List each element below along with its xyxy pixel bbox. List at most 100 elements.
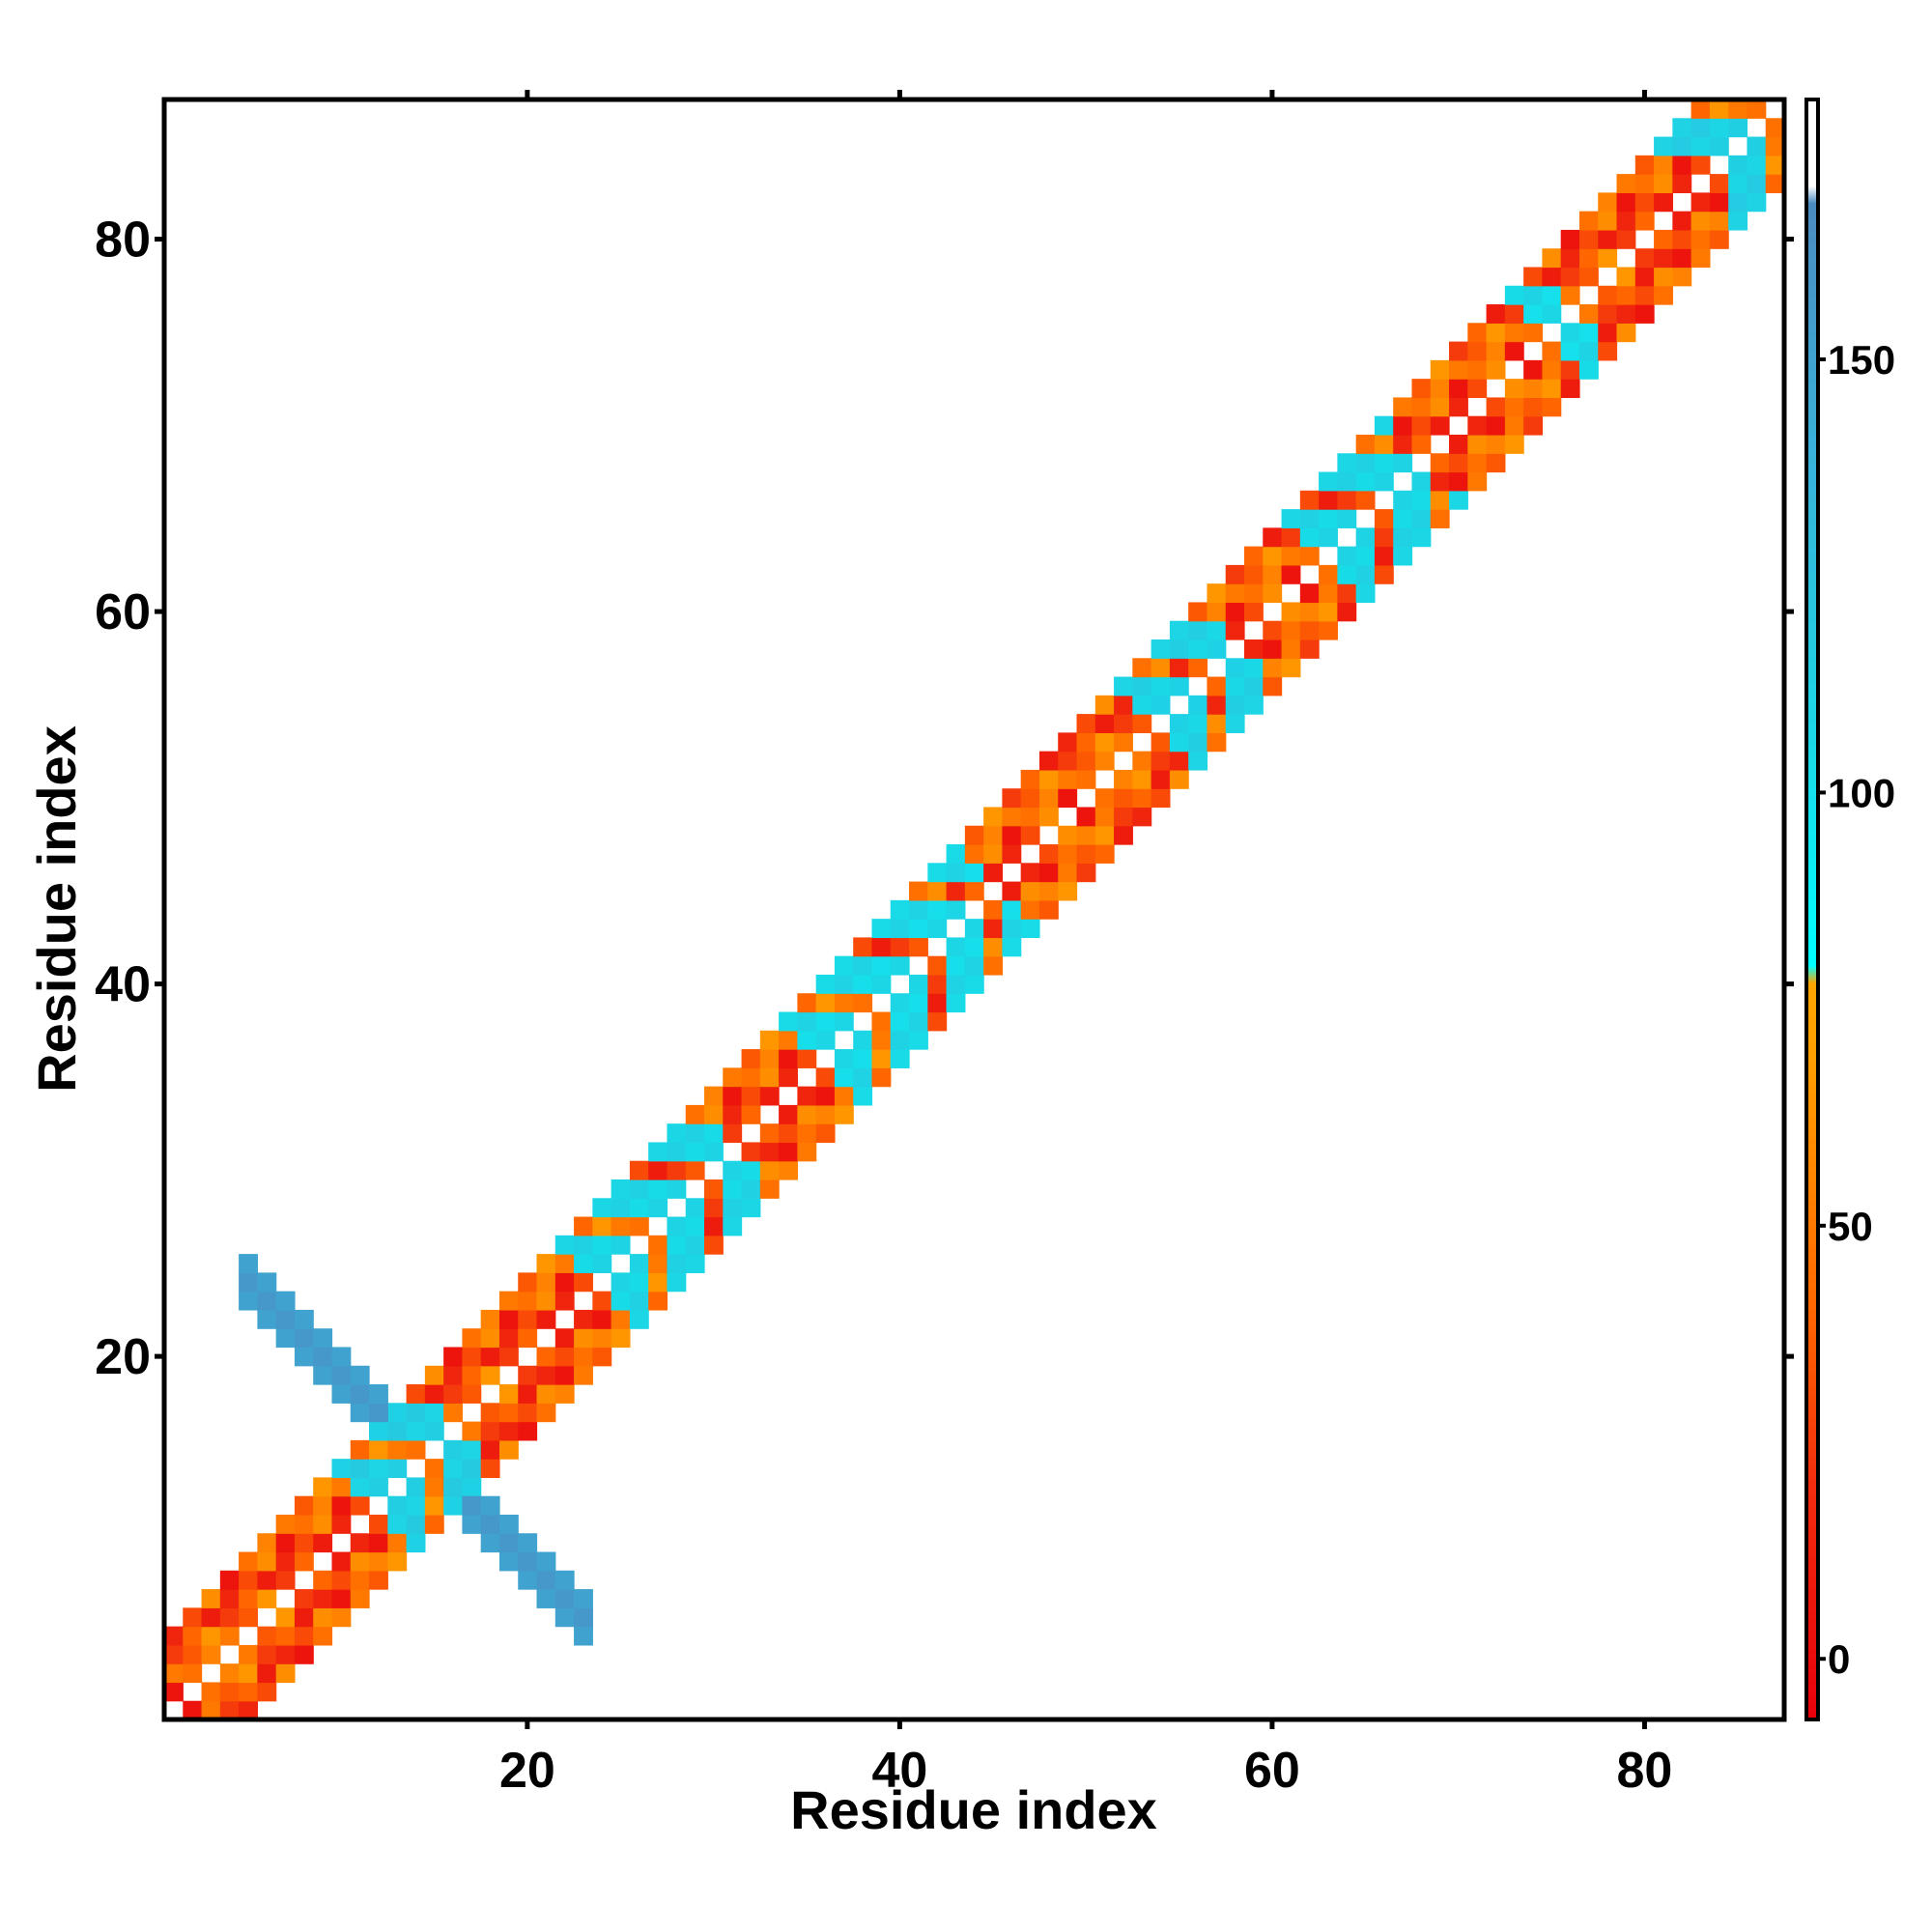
heatmap-cell bbox=[331, 1347, 352, 1367]
heatmap-cell bbox=[983, 899, 1004, 920]
heatmap-cell bbox=[1467, 471, 1488, 492]
heatmap-cell bbox=[909, 974, 928, 994]
heatmap-cell bbox=[1690, 155, 1711, 175]
heatmap-cell bbox=[1523, 379, 1544, 399]
heatmap-cell bbox=[779, 1142, 798, 1162]
y-axis: 20 40 60 80 bbox=[95, 213, 1794, 1385]
heatmap-cell bbox=[853, 955, 873, 976]
y-tick-label: 80 bbox=[95, 213, 151, 269]
heatmap-cell bbox=[1094, 732, 1115, 753]
heatmap-cell bbox=[1672, 155, 1692, 175]
heatmap-cell bbox=[1654, 192, 1673, 213]
heatmap-cell bbox=[983, 919, 1004, 939]
heatmap-cell bbox=[759, 1123, 780, 1144]
heatmap-cell bbox=[294, 1328, 314, 1349]
heatmap-cell bbox=[1132, 751, 1152, 771]
heatmap-cell bbox=[834, 1104, 854, 1124]
heatmap-cell bbox=[443, 1365, 464, 1385]
heatmap-cell bbox=[275, 1533, 296, 1553]
y-axis-title: Residue index bbox=[26, 725, 87, 1093]
heatmap-cell bbox=[1449, 490, 1468, 510]
heatmap-cell bbox=[1634, 248, 1655, 269]
heatmap-cell bbox=[1747, 155, 1767, 175]
heatmap-cell bbox=[1542, 267, 1562, 287]
heatmap-cell bbox=[1504, 415, 1524, 436]
heatmap-cell bbox=[239, 1644, 258, 1664]
heatmap-cell bbox=[424, 1384, 444, 1404]
heatmap-cell bbox=[498, 1403, 519, 1423]
heatmap-cell bbox=[1598, 304, 1618, 324]
heatmap-cell bbox=[1374, 527, 1394, 548]
heatmap-cell bbox=[1169, 676, 1189, 696]
heatmap-cell bbox=[685, 1104, 705, 1124]
heatmap-cell bbox=[1393, 490, 1413, 510]
heatmap-cell bbox=[1616, 267, 1636, 287]
plot-frame bbox=[161, 97, 1787, 1722]
heatmap-cell bbox=[1486, 397, 1506, 417]
heatmap-cell bbox=[164, 1663, 184, 1684]
heatmap-cell bbox=[574, 1328, 593, 1349]
heatmap-cell bbox=[629, 1272, 649, 1293]
heatmap-cell bbox=[201, 1644, 221, 1664]
heatmap-cell bbox=[313, 1347, 333, 1367]
heatmap-cell bbox=[424, 1495, 444, 1516]
heatmap-cell bbox=[1094, 751, 1115, 771]
heatmap-cell bbox=[536, 1291, 556, 1311]
heatmap-cell bbox=[1616, 229, 1636, 249]
heatmap-cell bbox=[909, 1011, 928, 1032]
heatmap-cell bbox=[313, 1570, 333, 1590]
heatmap-cell bbox=[759, 1179, 780, 1199]
heatmap-cell bbox=[1709, 211, 1729, 231]
heatmap-cell bbox=[1504, 285, 1524, 305]
heatmap-cell bbox=[964, 919, 984, 939]
heatmap-cell bbox=[406, 1403, 426, 1423]
heatmap-cell bbox=[313, 1514, 333, 1534]
heatmap-cell bbox=[350, 1477, 370, 1497]
heatmap-cell bbox=[1523, 415, 1544, 436]
heatmap-cell bbox=[574, 1589, 593, 1608]
heatmap-cell bbox=[257, 1682, 277, 1702]
heatmap-cell bbox=[275, 1309, 296, 1329]
heatmap-cell bbox=[1672, 229, 1692, 249]
heatmap-cell bbox=[1114, 825, 1133, 845]
heatmap-cell bbox=[239, 1254, 258, 1273]
heatmap-cell bbox=[536, 1403, 556, 1423]
heatmap-cell bbox=[927, 899, 948, 920]
heatmap-cell bbox=[964, 955, 984, 976]
heatmap-cell bbox=[1299, 583, 1320, 604]
heatmap-cell bbox=[1411, 434, 1432, 454]
heatmap-cell bbox=[1225, 695, 1245, 715]
heatmap-cell bbox=[1355, 434, 1376, 454]
heatmap-cell bbox=[219, 1663, 240, 1684]
heatmap-cell bbox=[1020, 825, 1040, 845]
heatmap-cell bbox=[536, 1589, 556, 1608]
heatmap-cell bbox=[1542, 359, 1562, 380]
heatmap-cell bbox=[518, 1291, 538, 1311]
heatmap-cell bbox=[1634, 304, 1655, 324]
heatmap-cell bbox=[1393, 527, 1413, 548]
heatmap-cell bbox=[1263, 658, 1283, 678]
heatmap-cell bbox=[909, 993, 928, 1013]
heatmap-cell bbox=[853, 974, 873, 994]
heatmap-cell bbox=[685, 1123, 705, 1144]
heatmap-cell bbox=[331, 1551, 352, 1572]
heatmap-cell bbox=[723, 1086, 743, 1106]
heatmap-cell bbox=[294, 1514, 314, 1534]
heatmap-cell bbox=[723, 1123, 743, 1144]
heatmap-cell bbox=[1188, 751, 1208, 771]
heatmap-cell bbox=[1114, 788, 1133, 809]
heatmap-cell bbox=[1020, 807, 1040, 827]
colorbar-tick-label: 0 bbox=[1828, 1636, 1850, 1682]
heatmap-cell bbox=[1393, 546, 1413, 566]
heatmap-cell bbox=[685, 1142, 705, 1162]
heatmap-cell bbox=[424, 1477, 444, 1497]
heatmap-cell bbox=[574, 1272, 593, 1293]
heatmap-cell bbox=[890, 1030, 910, 1050]
heatmap-cell bbox=[1747, 192, 1767, 213]
heatmap-cell bbox=[574, 1365, 593, 1385]
x-tick-label: 20 bbox=[499, 1743, 555, 1799]
heatmap-cell bbox=[685, 1254, 705, 1273]
heatmap-cell bbox=[611, 1309, 631, 1329]
heatmap-cell bbox=[1319, 583, 1338, 604]
heatmap-cell bbox=[1225, 658, 1245, 678]
